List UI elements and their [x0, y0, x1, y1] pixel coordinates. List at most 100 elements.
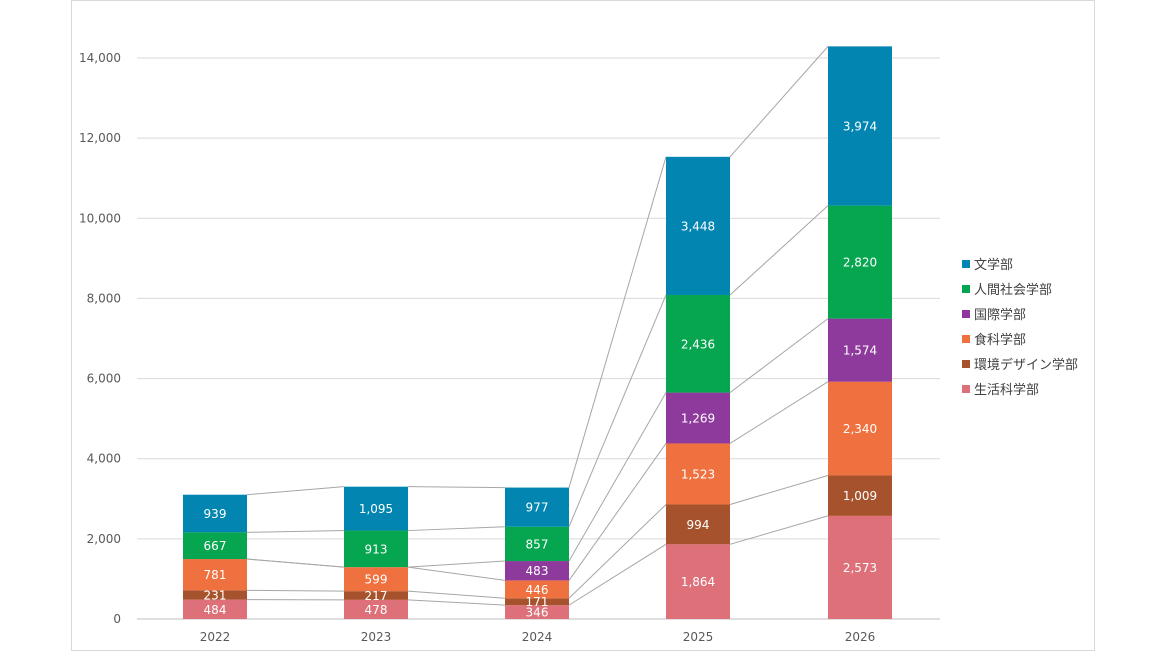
bar-segment	[666, 294, 730, 393]
series-line	[568, 156, 667, 488]
bar-segment	[344, 591, 408, 600]
bar-segment	[183, 590, 247, 600]
series-line	[407, 486, 506, 489]
data-label: 1,009	[843, 489, 877, 503]
data-label: 1,269	[681, 412, 715, 426]
data-label: 478	[365, 603, 388, 617]
legend-entry: 食科学部	[974, 332, 1026, 348]
legend-entry: 文学部	[974, 257, 1013, 273]
bar-segment	[505, 598, 569, 606]
series-line	[246, 589, 345, 592]
data-label: 217	[365, 589, 388, 603]
bar-segment	[666, 156, 730, 295]
bar-segment	[828, 205, 892, 319]
y-tick-label: 2,000	[87, 532, 121, 546]
legend-entry: 人間社会学部	[974, 282, 1052, 298]
bar-segment	[183, 532, 247, 560]
x-tick-label: 2024	[522, 630, 553, 644]
legend-entry: 生活科学部	[974, 382, 1039, 398]
series-line	[729, 381, 829, 444]
data-label: 994	[687, 518, 710, 532]
stacked-bar-chart: 484 478 346 1,864 2,573 231 217 171 994 1,009 781 5…	[79, 46, 1078, 644]
bar-segment	[505, 580, 569, 599]
series-line	[568, 543, 667, 606]
data-label: 484	[204, 603, 227, 617]
bar-segment	[344, 486, 408, 531]
series-line	[246, 486, 345, 496]
data-label: 1,095	[359, 502, 393, 516]
data-label: 2,820	[843, 256, 877, 270]
bar-segment	[666, 504, 730, 545]
y-tick-label: 12,000	[79, 131, 121, 145]
legend-swatch	[962, 360, 970, 368]
bar-segment	[828, 475, 892, 516]
data-label: 446	[526, 583, 549, 597]
series-line	[407, 566, 506, 581]
data-label: 2,436	[681, 337, 715, 351]
bar-segment	[183, 494, 247, 533]
bar-segment	[344, 530, 408, 568]
bar-segment	[344, 599, 408, 619]
axes: 0 2,000 4,000 6,000 8,000 10,000 12,000 14,000 2…	[79, 51, 875, 644]
legend-swatch	[962, 335, 970, 343]
data-label: 599	[365, 573, 388, 587]
y-tick-label: 14,000	[79, 51, 121, 65]
bar-segment	[505, 487, 569, 527]
series-line	[407, 599, 506, 606]
series-line	[568, 504, 667, 599]
y-tick-label: 0	[113, 612, 121, 626]
bar-segment	[666, 544, 730, 619]
y-tick-label: 4,000	[87, 452, 121, 466]
series-line	[729, 205, 829, 296]
series-line	[246, 558, 345, 568]
data-label: 346	[526, 606, 549, 620]
bar-segment	[505, 561, 569, 581]
series-line	[729, 474, 829, 505]
data-label: 913	[365, 542, 388, 556]
series-line	[729, 318, 829, 393]
x-tick-label: 2023	[361, 630, 392, 644]
data-label: 231	[204, 588, 227, 602]
y-tick-label: 6,000	[87, 372, 121, 386]
series-line	[568, 443, 667, 581]
x-tick-label: 2022	[200, 630, 231, 644]
bar-segment	[828, 515, 892, 619]
data-label: 977	[526, 501, 549, 515]
series-line	[407, 526, 506, 532]
data-label: 1,864	[681, 575, 715, 589]
data-label: 2,340	[843, 422, 877, 436]
series-connector-lines	[246, 46, 829, 606]
series-line	[407, 560, 506, 568]
data-label: 483	[526, 564, 549, 578]
series-line	[729, 515, 829, 545]
series-line	[407, 590, 506, 599]
data-label: 171	[526, 595, 549, 609]
bar-segment	[666, 392, 730, 444]
series-line	[568, 392, 667, 562]
legend-swatch	[962, 260, 970, 268]
data-label: 2,573	[843, 561, 877, 575]
bar-segment	[666, 443, 730, 505]
data-label: 1,574	[843, 344, 877, 358]
data-label: 1,523	[681, 467, 715, 481]
legend-entry: 環境デザイン学部	[974, 357, 1078, 373]
bar-segment	[828, 318, 892, 382]
bar-segment	[183, 599, 247, 619]
gridlines	[137, 57, 940, 620]
y-tick-label: 8,000	[87, 291, 121, 305]
data-labels: 484 478 346 1,864 2,573 231 217 171 994 1,009 781 5…	[204, 120, 878, 620]
bar-segment	[183, 559, 247, 591]
legend-swatch	[962, 385, 970, 393]
bar-segment	[505, 605, 569, 619]
data-label: 3,448	[681, 219, 715, 233]
legend-entry: 国際学部	[974, 307, 1026, 323]
data-label: 667	[204, 539, 227, 553]
data-label: 3,974	[843, 120, 877, 134]
data-label: 857	[526, 537, 549, 551]
legend-swatch	[962, 285, 970, 293]
data-label: 939	[204, 507, 227, 521]
series-line	[729, 46, 829, 158]
bars	[183, 46, 892, 619]
bar-segment	[344, 567, 408, 592]
chart-frame: 484 478 346 1,864 2,573 231 217 171 994 1,009 781 5…	[71, 0, 1095, 651]
